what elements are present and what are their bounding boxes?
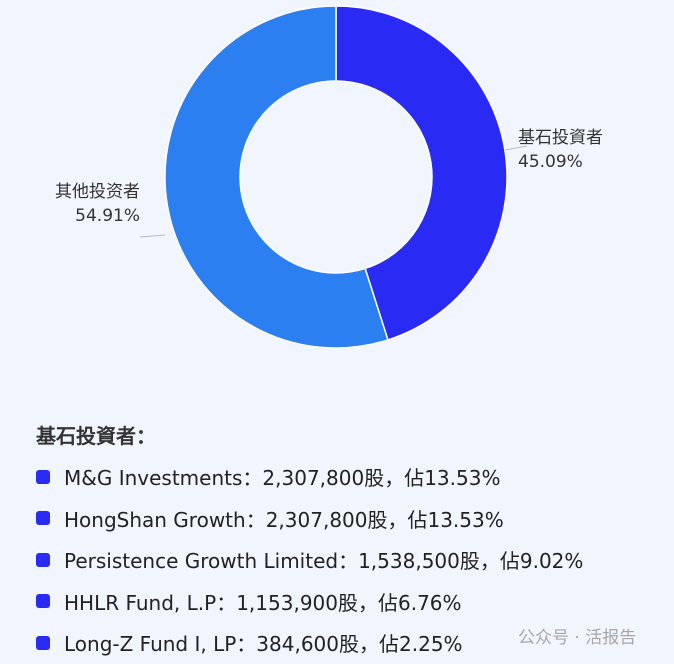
donut-slice-0 bbox=[335, 5, 508, 341]
bullet-square-icon bbox=[36, 511, 50, 526]
slice-percent: 54.91% bbox=[75, 206, 140, 226]
list-item: HHLR Fund, L.P：1,153,900股，佔6.76% bbox=[36, 581, 583, 623]
list-item: HongShan Growth：2,307,800股，佔13.53% bbox=[36, 498, 583, 540]
item-text: HHLR Fund, L.P：1,153,900股，佔6.76% bbox=[64, 590, 462, 615]
investor-list: M&G Investments：2,307,800股，佔13.53% HongS… bbox=[36, 456, 583, 664]
item-text: Persistence Growth Limited：1,538,500股，佔9… bbox=[64, 549, 584, 574]
bullet-square-icon bbox=[36, 635, 50, 650]
notes-title: 基石投資者： bbox=[36, 424, 156, 448]
item-text: Long-Z Fund I, LP：384,600股，佔2.25% bbox=[64, 632, 463, 657]
item-text: HongShan Growth：2,307,800股，佔13.53% bbox=[64, 507, 504, 532]
donut-chart bbox=[139, 5, 528, 349]
list-item: Persistence Growth Limited：1,538,500股，佔9… bbox=[36, 539, 583, 581]
bullet-square-icon bbox=[36, 552, 50, 567]
leader-line-1 bbox=[139, 234, 166, 238]
bullet-square-icon bbox=[36, 594, 50, 609]
donut-slice-1 bbox=[164, 5, 389, 349]
bullet-square-icon bbox=[36, 469, 50, 484]
slice-name: 基石投資者 bbox=[518, 128, 603, 148]
list-item: Long-Z Fund I, LP：384,600股，佔2.25% bbox=[36, 622, 583, 664]
list-item: M&G Investments：2,307,800股，佔13.53% bbox=[36, 456, 583, 498]
slice-name: 其他投资者 bbox=[55, 182, 140, 202]
item-text: M&G Investments：2,307,800股，佔13.53% bbox=[64, 466, 501, 491]
watermark: 公众号 · 活报告 bbox=[518, 628, 637, 648]
slice-label-cornerstone: 基石投資者 45.09% bbox=[518, 126, 603, 174]
leader-line-0 bbox=[504, 145, 528, 151]
slice-label-others: 其他投资者 54.91% bbox=[46, 180, 140, 228]
slice-percent: 45.09% bbox=[518, 152, 583, 172]
